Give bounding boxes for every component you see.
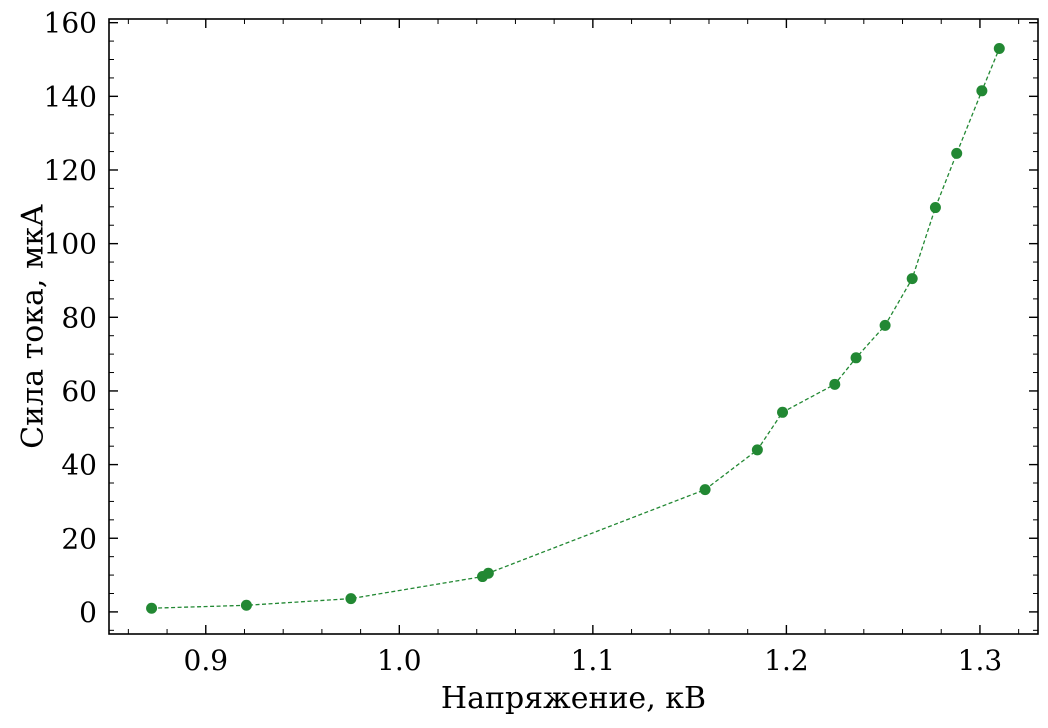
- data-point: [951, 147, 963, 159]
- data-point: [850, 352, 862, 364]
- y-tick-label: 140: [44, 80, 97, 113]
- data-point: [345, 593, 357, 605]
- y-tick-label: 0: [79, 596, 97, 629]
- y-tick-label: 40: [61, 449, 97, 482]
- data-point: [146, 602, 158, 614]
- data-point: [240, 599, 252, 611]
- plot-frame: [108, 18, 1039, 635]
- data-point: [976, 85, 988, 97]
- data-point: [906, 273, 918, 285]
- data-point: [929, 202, 941, 214]
- x-tick-label: 0.9: [184, 644, 229, 677]
- minor-ticks: [109, 19, 1038, 634]
- data-point: [699, 484, 711, 496]
- data-point: [482, 567, 494, 579]
- series-group: [146, 42, 1005, 614]
- y-tick-label: 80: [61, 301, 97, 334]
- y-axis-label: Сила тока, мкА: [16, 204, 51, 449]
- x-tick-label: 1.0: [377, 644, 422, 677]
- x-axis-label: Напряжение, кВ: [441, 681, 706, 716]
- y-tick-label: 100: [44, 228, 97, 261]
- data-point: [777, 406, 789, 418]
- x-tick-label: 1.2: [764, 644, 809, 677]
- data-point: [751, 444, 763, 456]
- series-line: [151, 48, 1000, 609]
- y-tick-label: 60: [61, 375, 97, 408]
- y-tick-label: 20: [61, 522, 97, 555]
- y-tick-labels: 0 20 40 60 80 100 120 140 160: [44, 7, 97, 629]
- data-point: [993, 42, 1005, 54]
- major-ticks: [109, 19, 1038, 634]
- y-tick-label: 160: [44, 7, 97, 40]
- x-tick-labels: 0.9 1.0 1.1 1.2 1.3: [184, 644, 1003, 677]
- y-tick-label: 120: [44, 154, 97, 187]
- data-point: [829, 378, 841, 390]
- x-tick-label: 1.1: [571, 644, 616, 677]
- data-point: [879, 319, 891, 331]
- x-tick-label: 1.3: [958, 644, 1003, 677]
